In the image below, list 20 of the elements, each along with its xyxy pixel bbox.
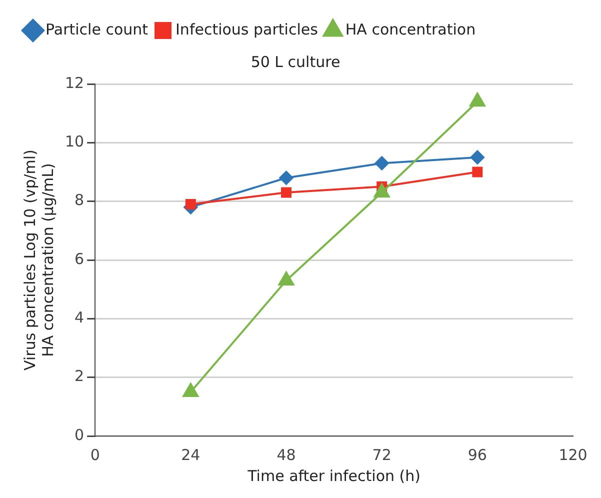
- x-tick-label: 72: [372, 446, 392, 464]
- x-tick-label: 96: [468, 446, 487, 464]
- text: Virus particles Log 10 (vp/ml): [20, 150, 39, 370]
- x-tick-label: 120: [558, 446, 588, 464]
- x-axis-title: Time after infection (h): [246, 466, 420, 485]
- y-tick-label: 4: [74, 308, 84, 327]
- y-tick-label: 0: [74, 426, 84, 444]
- x-tick-label: 0: [90, 446, 100, 464]
- y-tick-label: 6: [74, 250, 84, 268]
- text: HA concentration (µg/mL): [38, 163, 57, 357]
- x-tick-label: 48: [276, 446, 296, 464]
- legend-label: Infectious particles: [176, 20, 318, 38]
- y-tick-label: 12: [64, 74, 84, 92]
- legend-label: HA concentration: [345, 20, 476, 38]
- x-tick-label: 24: [181, 446, 200, 464]
- y-tick-label: 10: [64, 132, 84, 151]
- y-tick-label: 2: [74, 367, 84, 386]
- y-tick-label: 8: [74, 191, 84, 210]
- chart-title: 50 L culture: [250, 52, 340, 71]
- legend-label: Particle count: [46, 20, 148, 38]
